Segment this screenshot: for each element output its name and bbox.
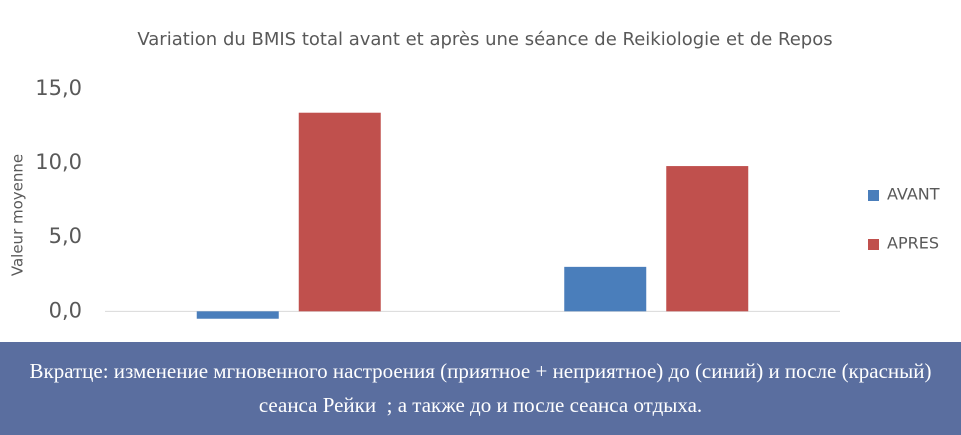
y-axis-label: Valeur moyenne <box>9 154 27 276</box>
bar <box>564 266 647 312</box>
legend-label: APRES <box>887 234 939 253</box>
legend-swatch <box>868 239 879 250</box>
y-tick-label: 5,0 <box>49 224 82 248</box>
y-tick-label: 10,0 <box>35 150 82 174</box>
y-tick-label: 0,0 <box>49 298 82 322</box>
chart-title: Variation du BMIS total avant et après u… <box>137 29 832 50</box>
caption: Вкратце: изменение мгновенного настроени… <box>0 342 961 435</box>
legend-label: AVANT <box>887 185 940 204</box>
legend-swatch <box>868 190 879 201</box>
bar <box>666 166 749 312</box>
chart: Variation du BMIS total avant et après u… <box>9 29 940 322</box>
bar <box>196 311 279 319</box>
y-tick-label: 15,0 <box>35 76 82 100</box>
bar <box>298 112 381 312</box>
